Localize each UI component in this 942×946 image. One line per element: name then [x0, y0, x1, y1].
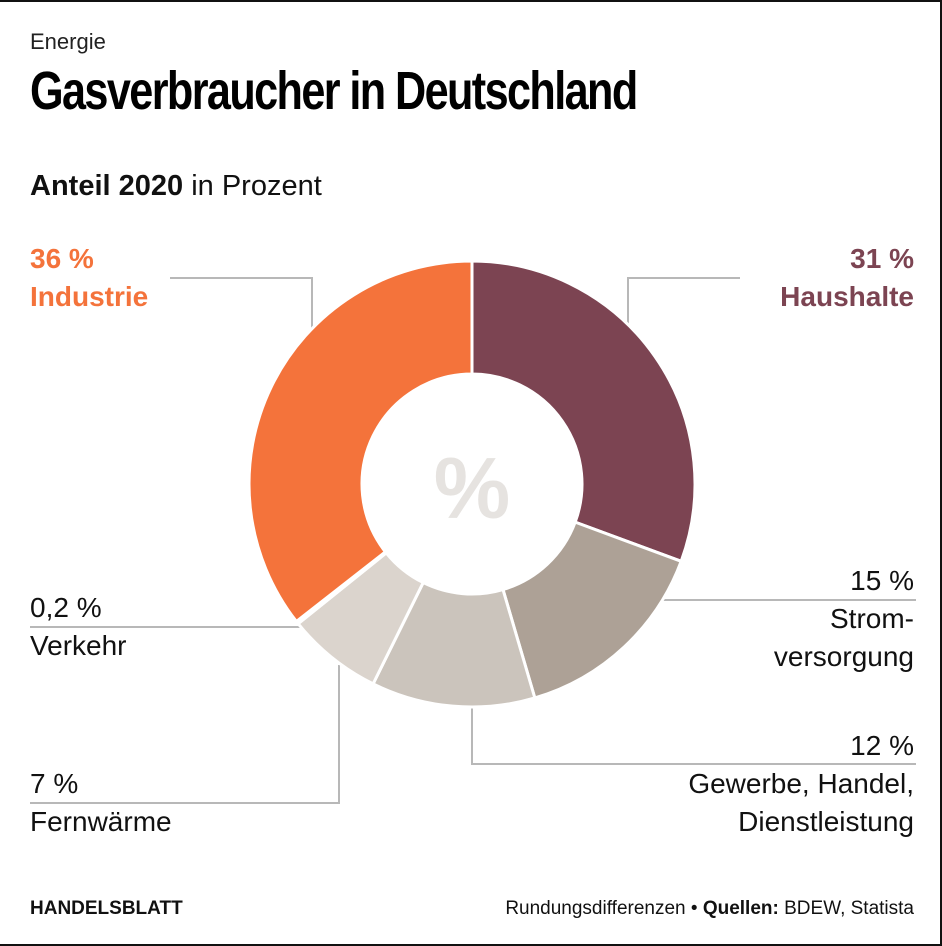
- frame-bottom-border: [0, 944, 942, 946]
- leader-gewerbe: [471, 690, 916, 765]
- center-percent-symbol: %: [434, 441, 510, 537]
- slice-stromversorgung: [501, 520, 684, 700]
- label-haushalte: 31 % Haushalte: [780, 240, 914, 316]
- subtitle-bold: Anteil 2020: [30, 170, 184, 202]
- label-gewerbe-line2: Dienstleistung: [738, 806, 914, 837]
- slice-industrie: [247, 259, 474, 624]
- label-gewerbe-line1: Gewerbe, Handel,: [688, 768, 914, 799]
- label-stromversorgung-line1: Strom-: [830, 603, 914, 634]
- leader-haushalte: [627, 277, 740, 330]
- label-fernwaerme: 7 % Fernwärme: [30, 765, 172, 841]
- sources-label: Quellen:: [702, 898, 779, 919]
- leader-industrie: [170, 277, 313, 330]
- subtitle-rest: in Prozent: [183, 170, 322, 202]
- brand-logo: HANDELSBLATT: [30, 898, 183, 919]
- kicker: Energie: [30, 29, 106, 54]
- page-title: Gasverbraucher in Deutschland: [30, 61, 638, 121]
- label-stromversorgung: 15 % Strom- versorgung: [774, 562, 914, 676]
- frame-right-border: [940, 0, 942, 946]
- label-industrie-value: 36 %: [30, 243, 94, 274]
- donut-slices: [247, 259, 697, 709]
- label-gewerbe: 12 % Gewerbe, Handel, Dienstleistung: [688, 727, 914, 841]
- label-verkehr: 0,2 % Verkehr: [30, 589, 127, 665]
- label-haushalte-value: 31 %: [850, 243, 914, 274]
- label-gewerbe-value: 12 %: [850, 730, 914, 761]
- label-fernwaerme-name: Fernwärme: [30, 806, 172, 837]
- label-stromversorgung-value: 15 %: [850, 565, 914, 596]
- leader-fernwaerme: [30, 665, 340, 804]
- chart-subtitle: Anteil 2020 in Prozent: [30, 170, 322, 203]
- sources-text: BDEW, Statista: [778, 898, 914, 919]
- frame-top-border: [0, 0, 942, 2]
- label-haushalte-name: Haushalte: [780, 281, 914, 312]
- label-industrie-name: Industrie: [30, 281, 149, 312]
- rounding-note: Rundungsdifferenzen: [505, 898, 686, 919]
- label-verkehr-value: 0,2 %: [30, 592, 102, 623]
- slice-haushalte: [470, 259, 697, 564]
- source-note: Rundungsdifferenzen • Quellen: BDEW, Sta…: [505, 898, 914, 920]
- label-industrie: 36 % Industrie: [30, 240, 148, 316]
- label-fernwaerme-value: 7 %: [30, 768, 79, 799]
- label-verkehr-name: Verkehr: [30, 630, 127, 661]
- label-stromversorgung-line2: versorgung: [773, 641, 914, 672]
- bullet-separator: •: [685, 898, 703, 919]
- leader-lines: [30, 277, 916, 804]
